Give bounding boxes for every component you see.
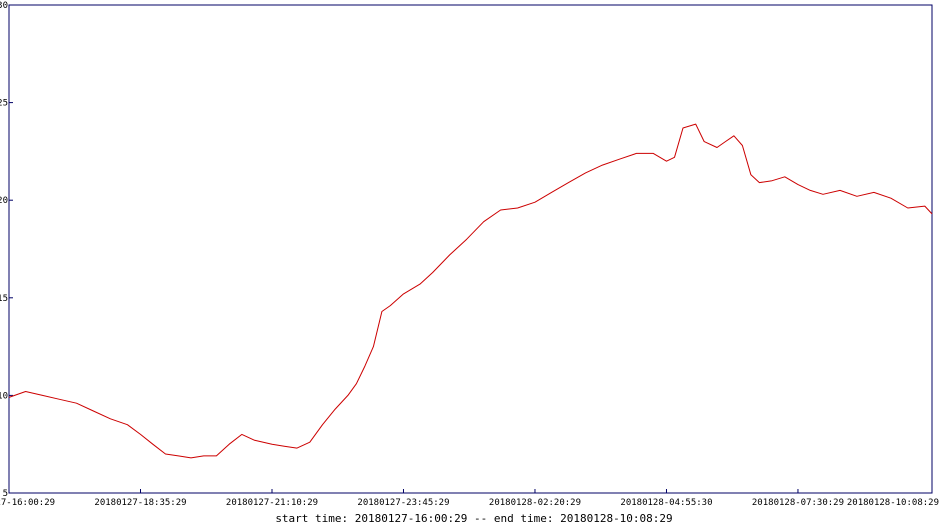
x-tick-label: 20180128-10:08:29 [847, 498, 939, 508]
y-tick-label: 30 [0, 1, 8, 11]
x-tick-label: 20180127-23:45:29 [357, 498, 449, 508]
x-tick-label: 20180128-04:55:30 [620, 498, 712, 508]
x-tick-label: 20180128-02:20:29 [489, 498, 581, 508]
y-tick-label: 25 [0, 99, 8, 109]
x-tick-label: 20180128-07:30:29 [752, 498, 844, 508]
y-tick-label: 10 [0, 391, 8, 401]
x-tick-label: 20180127-21:10:29 [226, 498, 318, 508]
y-tick-label: 20 [0, 196, 8, 206]
y-tick-label: 15 [0, 294, 8, 304]
x-tick-label: 20180127-16:00:29 [0, 498, 55, 508]
x-tick-label: 20180127-18:35:29 [94, 498, 186, 508]
series-line-0 [8, 123, 933, 459]
y-tick-label: 5 [3, 489, 8, 499]
plot-frame [8, 4, 933, 494]
time-range-caption: start time: 20180127-16:00:29 -- end tim… [275, 512, 672, 525]
